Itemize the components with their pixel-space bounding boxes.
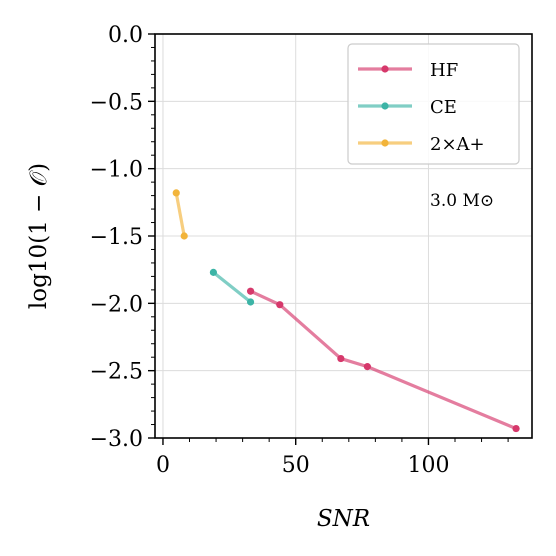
- series-line-hf: [249, 289, 517, 431]
- data-point-ce: [246, 298, 255, 306]
- legend: HF CE 2×A+: [347, 43, 520, 165]
- legend-marker-2a: [381, 139, 389, 147]
- mass-annotation: 3.0 M⊙: [430, 191, 494, 211]
- legend-label-2a: 2×A+: [430, 134, 485, 155]
- x-axis-label: SNR: [317, 506, 370, 532]
- data-point-hf: [276, 301, 284, 309]
- legend-box: [347, 43, 520, 165]
- y-tick-label: −1.0: [90, 158, 143, 183]
- y-tick-label: −1.5: [90, 225, 143, 250]
- data-point-2a: [172, 189, 180, 197]
- data-point-hf: [337, 354, 345, 363]
- series-layer: [172, 189, 520, 433]
- legend-label-hf: HF: [430, 60, 458, 81]
- legend-label-ce: CE: [430, 97, 457, 118]
- series-line-ce: [212, 271, 252, 304]
- data-point-ce: [209, 268, 218, 276]
- data-point-hf: [246, 287, 255, 295]
- y-tick-label: −2.5: [90, 360, 143, 385]
- y-axis-label: log10(1 − 𝒪): [26, 163, 52, 309]
- data-point-hf: [512, 424, 520, 433]
- legend-marker-ce: [381, 102, 389, 110]
- legend-marker-hf: [381, 65, 389, 73]
- x-tick-label: 0: [156, 453, 170, 478]
- y-tick-label: −0.5: [90, 90, 143, 115]
- series-line-2a: [174, 192, 186, 237]
- y-tick-label: −2.0: [90, 292, 143, 317]
- x-tick-label: 50: [282, 453, 310, 478]
- y-tick-label: 0.0: [108, 23, 143, 48]
- data-point-hf: [363, 363, 371, 371]
- ticks: 0 50 100 0.0 −0.5 −1.0 −1.5 −2.0 −2.5 −3.0: [90, 23, 509, 478]
- x-tick-label: 100: [407, 453, 449, 478]
- data-point-2a: [180, 232, 188, 240]
- y-tick-label: −3.0: [90, 427, 143, 452]
